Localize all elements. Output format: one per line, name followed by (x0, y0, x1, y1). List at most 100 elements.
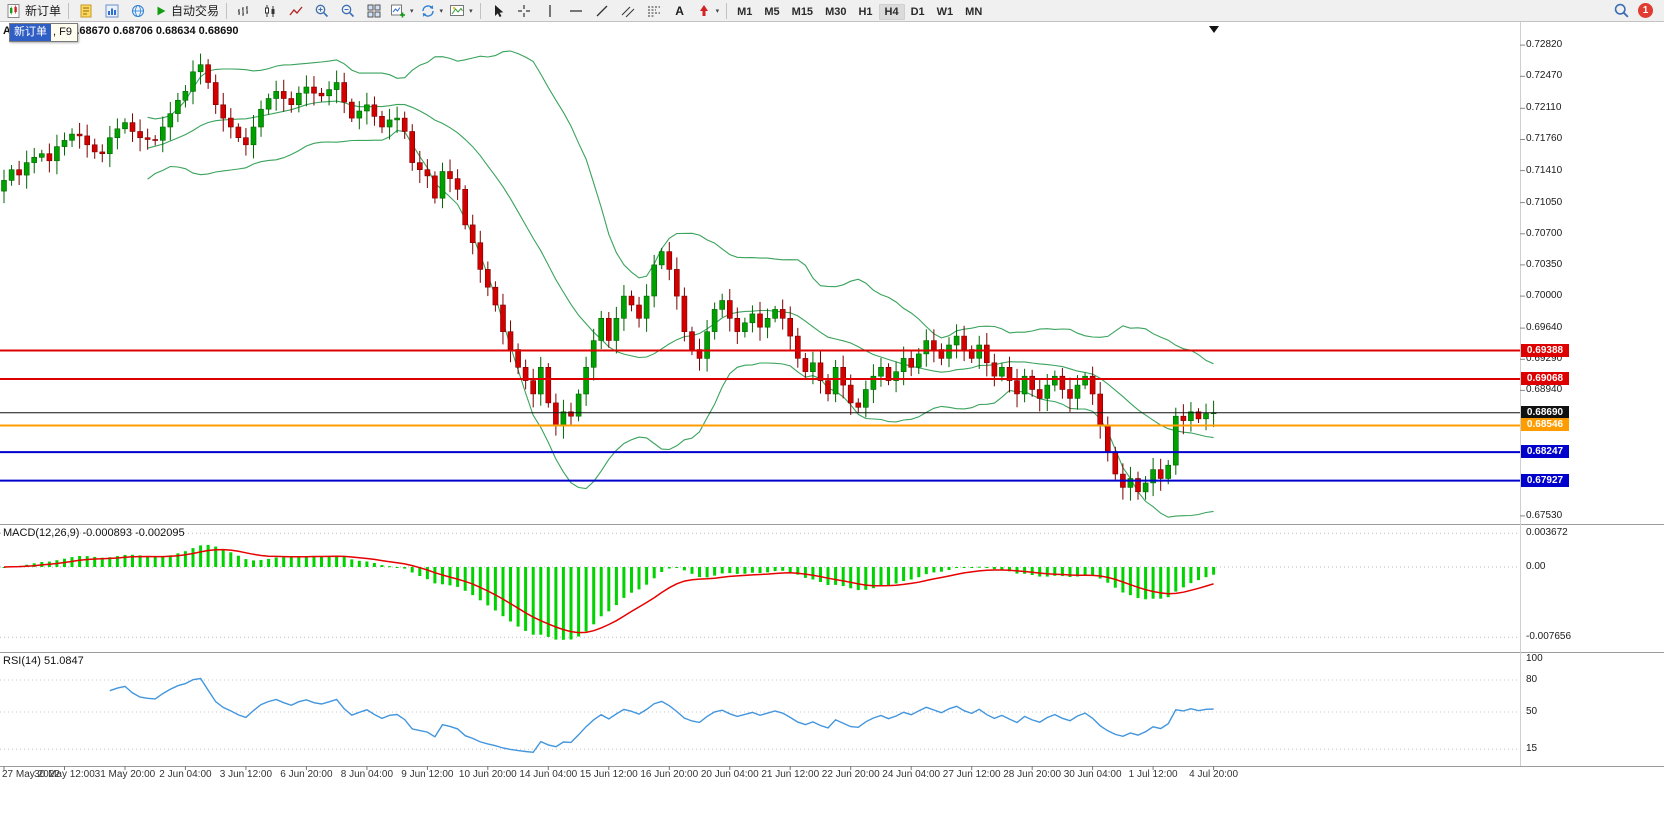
profiles-button[interactable]: ▾ (417, 1, 447, 21)
time-axis-label: 14 Jun 04:00 (519, 769, 578, 780)
time-axis-label: 21 Jun 12:00 (761, 769, 820, 780)
price-scale-label: 0.67530 (1526, 509, 1563, 521)
timeframe-button-h4[interactable]: H4 (878, 3, 905, 20)
caret-down-icon: ▾ (715, 7, 720, 15)
time-axis-label: 1 Jul 12:00 (1128, 769, 1178, 780)
time-axis-label: 27 Jun 12:00 (942, 769, 1001, 780)
cursor-button[interactable] (485, 1, 511, 21)
text-tool-icon: A (675, 3, 684, 18)
price-level-badge: 0.68247 (1521, 445, 1569, 459)
bar-chart-button[interactable] (231, 1, 257, 21)
caret-down-icon: ▾ (469, 7, 473, 15)
toolbar-separator (479, 2, 481, 19)
macd-scale-label: 0.003672 (1526, 527, 1568, 539)
trendline-button[interactable] (589, 1, 615, 21)
templates-image-icon (450, 4, 465, 16)
timeframe-button-m5[interactable]: M5 (764, 5, 780, 18)
market-watch-button[interactable] (99, 1, 125, 21)
vertical-line-icon (548, 4, 551, 17)
time-axis-label: 9 Jun 12:00 (401, 769, 454, 780)
price-level-badge: 0.68546 (1521, 418, 1569, 432)
quotes-button[interactable] (73, 1, 99, 21)
time-axis-label: 20 Jun 04:00 (700, 769, 759, 780)
timeframe-group: M1 M5 M15 M30 H1 H4 D1 W1 MN (731, 2, 988, 20)
timeframe-button-w1[interactable]: W1 (936, 5, 954, 18)
autotrading-button[interactable]: 自动交易 (151, 1, 222, 21)
profiles-cycle-icon (421, 4, 434, 17)
channel-button[interactable] (615, 1, 641, 21)
time-axis-label: 8 Jun 04:00 (340, 769, 394, 780)
price-scale-label: 0.70350 (1526, 258, 1563, 270)
timeframe-button-m1[interactable]: M1 (737, 5, 753, 18)
timeframe-button-m15[interactable]: M15 (791, 5, 814, 18)
zoom-in-button[interactable] (309, 1, 335, 21)
price-scale-label: 0.71050 (1526, 196, 1563, 208)
price-scale-label: 0.70700 (1526, 227, 1563, 239)
toolbar-separator (726, 2, 728, 19)
new-order-button[interactable]: 新订单 (3, 1, 64, 21)
horizontal-line-icon (569, 9, 582, 12)
new-chart-icon (391, 4, 406, 17)
fibonacci-button[interactable] (641, 1, 667, 21)
toolbar: 新订单 自动交易 (0, 0, 1664, 22)
zoom-out-button[interactable] (335, 1, 361, 21)
candlestick-chart-button[interactable] (257, 1, 283, 21)
web-button[interactable] (125, 1, 151, 21)
rsi-label: RSI(14) 51.0847 (3, 655, 84, 667)
price-level-badge: 0.69388 (1521, 343, 1569, 357)
zoom-out-icon (341, 4, 355, 17)
timeframe-button-d1[interactable]: D1 (910, 5, 925, 18)
toolbar-separator (226, 2, 228, 19)
price-scale-label: 0.69640 (1526, 322, 1563, 334)
timeframe-button-mn[interactable]: MN (965, 5, 983, 18)
vertical-line-button[interactable] (537, 1, 563, 21)
new-chart-button[interactable]: ▾ (387, 1, 417, 21)
arrows-button[interactable]: ▾ (693, 1, 723, 21)
line-chart-button[interactable] (283, 1, 309, 21)
cursor-icon (494, 4, 503, 17)
price-scale-label: 0.70000 (1526, 290, 1563, 302)
macd-label: MACD(12,26,9) -0.000893 -0.002095 (3, 527, 185, 539)
price-scale-label: 0.72820 (1526, 39, 1563, 51)
new-order-label: 新订单 (25, 4, 62, 18)
time-axis-label: 27 May 2022 (2, 769, 60, 780)
price-scale-label: 0.71410 (1526, 164, 1563, 176)
timeframe-button-h1[interactable]: H1 (858, 5, 873, 18)
time-axis-label: 16 Jun 20:00 (640, 769, 699, 780)
rsi-scale-label: 15 (1526, 743, 1538, 755)
rsi-scale-label: 50 (1526, 706, 1538, 717)
timeframe-button-m30[interactable]: M30 (825, 5, 847, 18)
line-chart-icon (289, 6, 303, 15)
price-scale-label: 0.71760 (1526, 133, 1563, 145)
search-icon[interactable] (1613, 2, 1630, 19)
templates-button[interactable]: ▾ (446, 1, 476, 21)
toolbar-right-group: 1 (1613, 2, 1661, 19)
arrows-icon (699, 4, 708, 16)
new-order-icon (7, 3, 20, 18)
price-scale-label: 0.69290 (1526, 353, 1563, 365)
time-axis-label: 2 Jun 04:00 (159, 769, 212, 780)
text-tool-button[interactable]: A (667, 1, 693, 21)
tooltip-shortcut-text: , F9 (53, 26, 72, 38)
time-axis-label: 6 Jun 20:00 (280, 769, 333, 780)
autotrading-play-icon (157, 6, 166, 15)
time-axis-label: 30 May 12:00 (34, 769, 95, 780)
trendline-icon (596, 5, 608, 16)
channel-icon (621, 6, 634, 17)
bar-chart-icon (238, 5, 249, 16)
time-axis-label: 15 Jun 12:00 (579, 769, 638, 780)
autotrading-label: 自动交易 (171, 4, 220, 18)
notification-badge[interactable]: 1 (1638, 3, 1653, 18)
time-axis-label: 22 Jun 20:00 (821, 769, 880, 780)
time-axis-label: 31 May 20:00 (94, 769, 156, 780)
price-level-badge: 0.67927 (1521, 473, 1569, 487)
crosshair-button[interactable] (511, 1, 537, 21)
candlestick-chart-icon (265, 4, 275, 17)
time-axis-label: 30 Jun 04:00 (1063, 769, 1122, 780)
horizontal-line-button[interactable] (563, 1, 589, 21)
caret-down-icon: ▾ (439, 7, 444, 15)
time-axis-label: 24 Jun 04:00 (882, 769, 941, 780)
macd-scale-label: -0.007656 (1526, 631, 1572, 643)
tile-windows-button[interactable] (361, 1, 387, 21)
